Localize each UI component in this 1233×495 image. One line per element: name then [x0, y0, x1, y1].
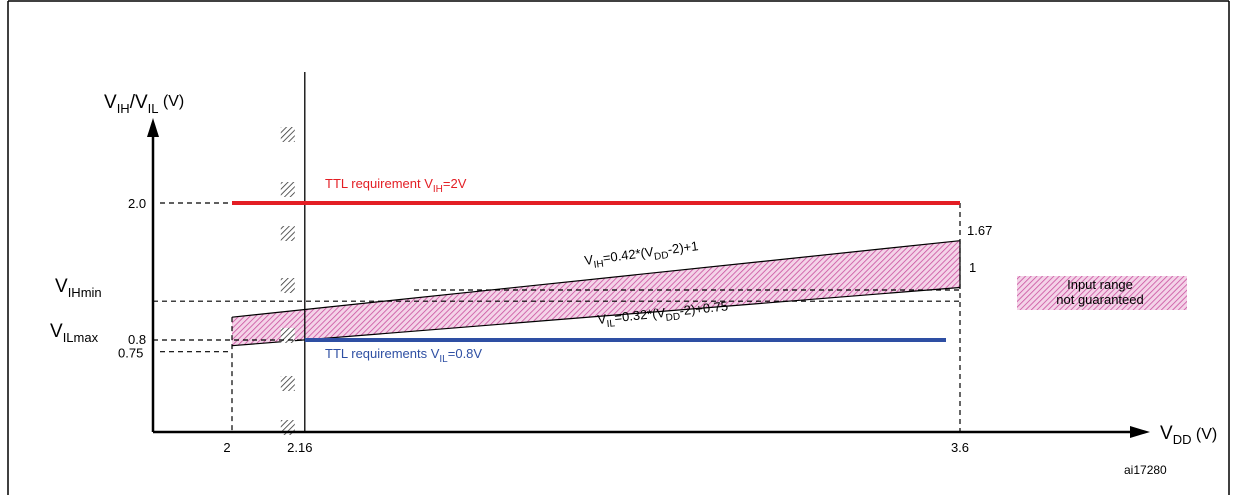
hatch-mark	[280, 328, 295, 343]
hatch-mark	[280, 127, 295, 142]
y-tick-label: 0.8	[128, 332, 146, 347]
vihmin-label: VIHmin	[55, 276, 102, 300]
end-label-low: 1	[969, 260, 976, 275]
hatch-marks	[280, 127, 295, 435]
hatch-mark	[280, 226, 295, 241]
vih-formula-label: VIH=0.42*(VDD-2)+1	[583, 238, 699, 272]
hatch-mark	[280, 278, 295, 293]
vil-line	[231, 286, 961, 347]
x-tick-label: 2	[223, 440, 230, 455]
vilmax-label: VILmax	[50, 321, 99, 345]
ttl-high-label: TTL requirement VIH=2V	[325, 176, 467, 195]
y-axis-arrow-icon	[147, 118, 159, 137]
vih-line	[231, 240, 961, 318]
x-tick-label: 3.6	[951, 440, 969, 455]
y-tick-label: 2.0	[128, 196, 146, 211]
hatch-mark	[280, 376, 295, 391]
vil-formula-label: VIL=0.32*(VDD-2)+0.75	[597, 298, 729, 331]
end-label-high: 1.67	[967, 223, 992, 238]
y-axis-label: VIH/VIL (V)	[104, 92, 184, 116]
legend-label-line2: not guaranteed	[1056, 292, 1143, 307]
hatch-mark	[280, 182, 295, 197]
figure-id: ai17280	[1124, 463, 1167, 477]
input-range-region	[232, 240, 960, 346]
legend-swatch	[1017, 276, 1187, 310]
x-tick-label: 2.16	[287, 440, 312, 455]
x-axis-label: VDD (V)	[1160, 423, 1217, 447]
x-axis-arrow-icon	[1130, 426, 1150, 438]
legend-label-line1: Input range	[1067, 277, 1133, 292]
y-tick-label: 0.75	[118, 346, 143, 361]
ttl-low-label: TTL requirements VIL=0.8V	[325, 346, 482, 365]
